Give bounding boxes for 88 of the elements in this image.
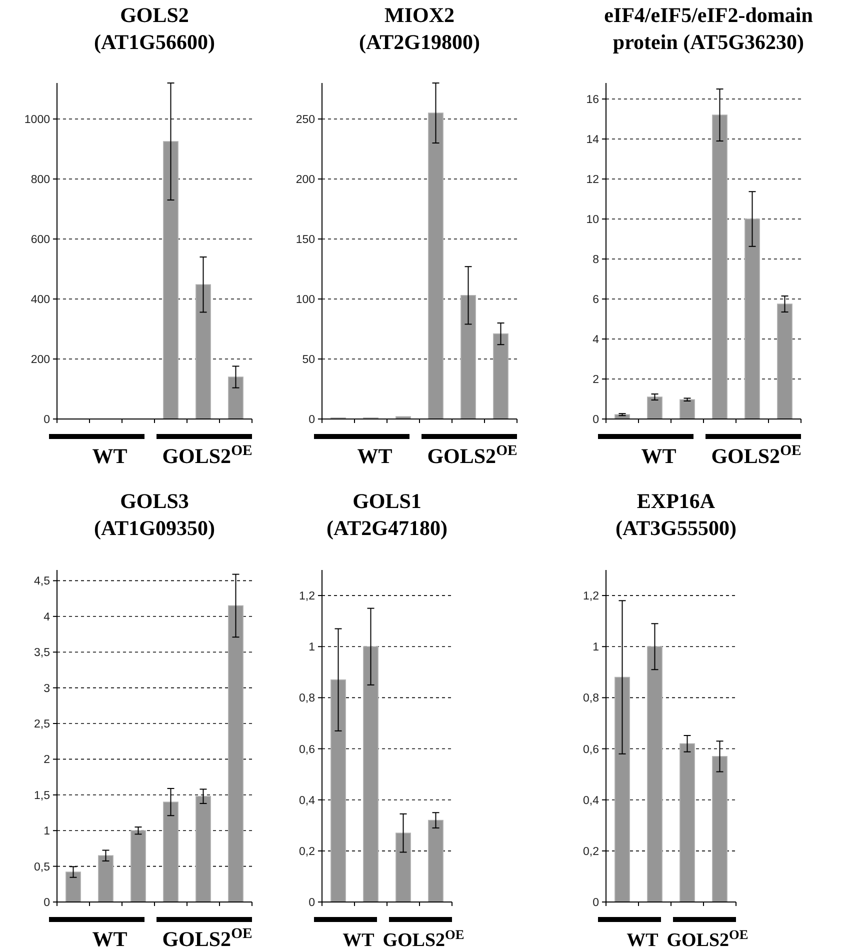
- bar: [647, 396, 662, 420]
- bar: [363, 646, 378, 902]
- y-tick-label: 1000: [24, 114, 50, 126]
- bar: [130, 830, 146, 902]
- y-tick-label: 250: [296, 114, 315, 126]
- bar: [396, 832, 411, 902]
- y-tick-label: 0: [592, 897, 599, 910]
- bar: [98, 855, 114, 902]
- y-tick-label: 200: [30, 354, 50, 366]
- bar: [330, 679, 346, 902]
- y-tick-label: 600: [30, 234, 50, 246]
- y-tick-label: 2: [44, 754, 50, 766]
- chart-title: GOLS2 (AT1G56600): [94, 3, 215, 54]
- chart-title: GOLS3 (AT1G09350): [94, 489, 215, 540]
- y-tick-label: 1: [44, 826, 50, 838]
- y-tick-label: 10: [586, 214, 599, 226]
- bar: [647, 646, 662, 902]
- chart-title: MIOX2 (AT2G19800): [359, 3, 480, 54]
- bar: [712, 114, 728, 420]
- y-tick-label: 800: [30, 174, 50, 186]
- text: GOLS2$^{OE}$: [711, 443, 802, 468]
- bar: [680, 743, 695, 902]
- y-tick-label: 0: [308, 897, 315, 910]
- y-tick-label: 0,4: [583, 794, 600, 807]
- bar: [66, 872, 81, 902]
- y-tick-label: 400: [30, 294, 50, 306]
- bar: [228, 376, 244, 420]
- y-tick-label: 16: [586, 94, 599, 106]
- chart-title: EXP16A (AT3G55500): [616, 489, 736, 540]
- y-tick-label: 6: [592, 294, 599, 306]
- y-tick-label: 0: [592, 414, 599, 426]
- y-tick-label: 2,5: [34, 718, 50, 731]
- y-tick-label: 0,2: [299, 846, 315, 858]
- bar: [493, 333, 508, 420]
- y-tick-label: 4: [44, 611, 51, 624]
- text: GOLS2$^{OE}$: [162, 926, 252, 947]
- text: WT: [92, 927, 128, 947]
- y-tick-label: 0,8: [583, 692, 599, 705]
- y-tick-label: 0: [44, 897, 50, 910]
- text: GOLS2$^{OE}$: [162, 443, 252, 468]
- y-tick-label: 1: [308, 642, 315, 654]
- text: GOLS2$^{OE}$: [382, 926, 464, 947]
- chart-title: GOLS1 (AT2G47180): [326, 489, 448, 540]
- y-tick-label: 200: [296, 174, 315, 186]
- y-tick-label: 8: [592, 254, 599, 266]
- chart-title: eIF4/eIF5/eIF2-domain protein (AT5G36230): [604, 3, 814, 54]
- y-tick-label: 100: [296, 294, 315, 306]
- bar: [777, 304, 792, 420]
- y-tick-label: 0,4: [299, 794, 316, 807]
- text: GOLS2$^{OE}$: [666, 926, 748, 947]
- text: WT: [357, 444, 392, 468]
- y-tick-label: 0: [44, 414, 50, 426]
- y-tick-label: 14: [586, 134, 600, 146]
- text: WT: [626, 930, 659, 947]
- text: WT: [342, 930, 375, 947]
- text: GOLS2$^{OE}$: [427, 443, 518, 468]
- bar: [460, 295, 476, 420]
- y-tick-label: 0,2: [583, 846, 599, 858]
- y-tick-label: 4,5: [34, 576, 50, 588]
- bar: [163, 802, 178, 902]
- text: WT: [92, 444, 128, 468]
- y-tick-label: 150: [296, 234, 315, 246]
- y-tick-label: 0,8: [299, 692, 315, 705]
- y-tick-label: 1,2: [299, 590, 315, 603]
- y-tick-label: 0,6: [299, 744, 315, 756]
- bar: [428, 112, 444, 420]
- y-tick-label: 4: [592, 334, 600, 346]
- bar: [680, 399, 695, 420]
- y-tick-label: 0,5: [34, 861, 50, 874]
- y-tick-label: 1: [592, 642, 599, 654]
- y-tick-label: 1,2: [583, 590, 599, 603]
- y-tick-label: 12: [586, 174, 599, 186]
- bar: [712, 756, 728, 902]
- y-tick-label: 0,6: [583, 744, 599, 756]
- bar: [196, 796, 211, 902]
- text: WT: [641, 444, 676, 468]
- bar: [614, 676, 630, 902]
- y-tick-label: 1,5: [34, 790, 50, 802]
- y-tick-label: 3,5: [34, 647, 50, 660]
- y-tick-label: 50: [302, 354, 315, 366]
- bar: [428, 820, 444, 902]
- bar: [196, 284, 211, 420]
- y-tick-label: 0: [308, 414, 315, 426]
- y-tick-label: 2: [592, 374, 599, 386]
- bar: [228, 605, 244, 902]
- bar: [744, 218, 760, 420]
- y-tick-label: 3: [44, 682, 50, 695]
- bar: [163, 141, 178, 420]
